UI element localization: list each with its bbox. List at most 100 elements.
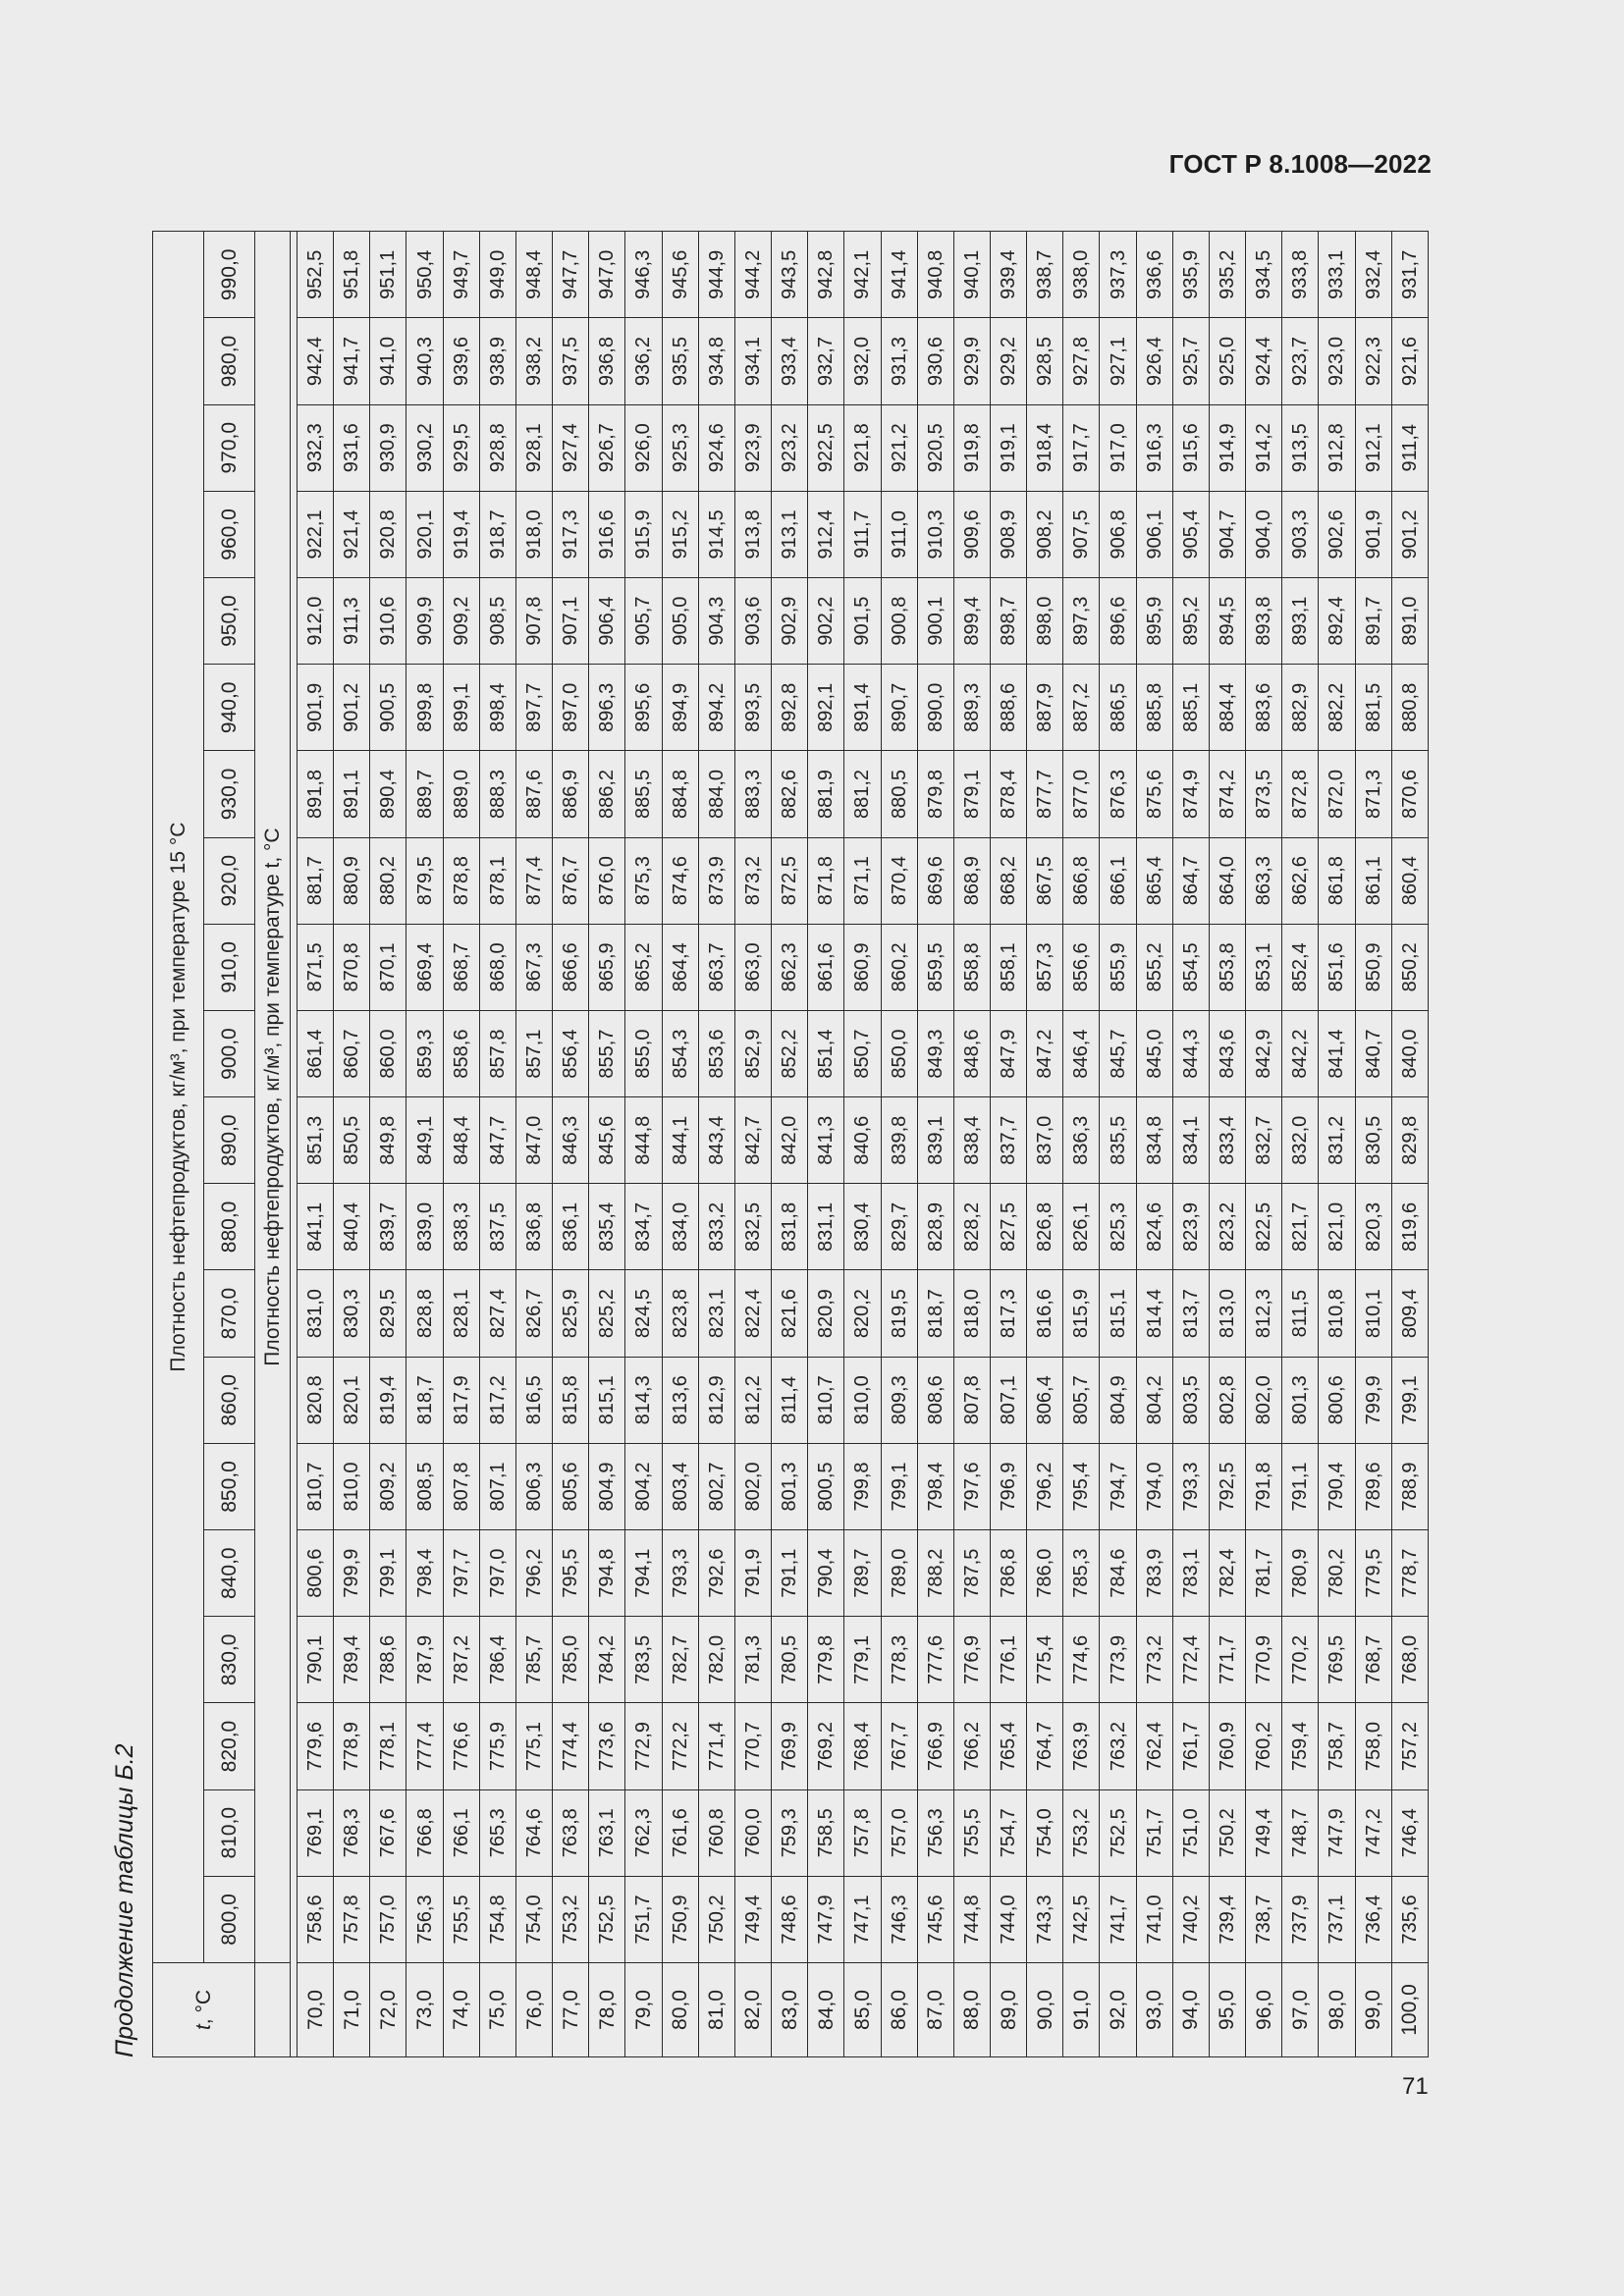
density-cell: 779,5 [1355,1529,1392,1617]
density-cell: 756,3 [917,1789,954,1877]
density-cell: 934,1 [734,317,772,405]
density-cell: 791,1 [771,1529,808,1617]
density-cell: 913,8 [734,491,772,578]
density-cell: 767,7 [881,1702,918,1790]
density-cell: 741,7 [1099,1876,1137,1963]
density-cell: 931,6 [333,404,370,492]
table-row: 70,0 758,6 769,1 779,6 790,1 800,6 810,7 820,8 8… [297,231,334,2057]
density-cell: 770,7 [734,1702,772,1790]
density-cell: 876,3 [1099,750,1137,838]
density-cell: 833,4 [1209,1096,1246,1184]
density-cell: 778,3 [881,1616,918,1703]
density-cell: 930,6 [917,317,954,405]
density-cell: 760,9 [1209,1702,1246,1790]
density-cell: 912,0 [297,577,334,665]
density-cell: 775,1 [515,1702,553,1790]
density-cell: 823,1 [698,1270,735,1358]
density-cell: 904,3 [698,577,735,665]
density-cell: 744,8 [953,1876,991,1963]
density-cell: 836,1 [552,1183,589,1270]
density-cell: 918,0 [515,491,553,578]
density-cell: 917,7 [1062,404,1100,492]
row-temperature: 100,0 [1391,1962,1429,2057]
density-cell: 921,6 [1391,317,1429,405]
row-temperature: 98,0 [1318,1962,1356,2057]
density-cell: 788,2 [917,1529,954,1617]
density-cell: 819,5 [881,1270,918,1358]
density-cell: 768,0 [1391,1616,1429,1703]
density-cell: 851,3 [297,1096,334,1184]
density-cell: 785,3 [1062,1529,1100,1617]
density-cell: 923,7 [1281,317,1319,405]
density-cell: 800,6 [1318,1357,1356,1444]
row-temperature: 79,0 [624,1962,663,2057]
density-cell: 758,6 [297,1876,334,1963]
density-cell: 843,6 [1209,1010,1246,1097]
density-cell: 818,7 [917,1270,954,1358]
density-cell: 891,7 [1355,577,1392,665]
row-temperature: 88,0 [953,1962,991,2057]
density-cell: 906,4 [588,577,625,665]
density-cell: 747,9 [1318,1789,1356,1877]
density-cell: 851,4 [807,1010,844,1097]
density-cell: 850,2 [1391,924,1429,1011]
density-cell: 775,4 [1026,1616,1063,1703]
density-cell: 772,4 [1172,1616,1210,1703]
density-cell: 751,0 [1172,1789,1210,1877]
density-cell: 891,1 [333,750,370,838]
density-cell: 804,9 [588,1443,625,1530]
density-cell: 742,5 [1062,1876,1100,1963]
column-header: 930,0 [203,750,255,838]
density-cell: 780,9 [1281,1529,1319,1617]
density-cell: 768,4 [843,1702,881,1790]
density-cell: 784,6 [1099,1529,1137,1617]
density-cell: 876,0 [588,837,625,925]
density-cell: 948,4 [515,231,553,318]
density-cell: 943,5 [771,231,808,318]
density-cell: 794,0 [1136,1443,1173,1530]
density-cell: 881,7 [297,837,334,925]
density-cell: 911,4 [1391,404,1429,492]
density-cell: 776,1 [990,1616,1027,1703]
density-cell: 822,5 [1245,1183,1282,1270]
density-cell: 744,0 [990,1876,1027,1963]
density-cell: 796,9 [990,1443,1027,1530]
density-cell: 837,5 [479,1183,516,1270]
density-cell: 924,4 [1245,317,1282,405]
density-cell: 890,7 [881,664,918,751]
column-header: 890,0 [203,1096,255,1184]
density-cell: 763,1 [588,1789,625,1877]
density-cell: 826,1 [1062,1183,1100,1270]
density-cell: 753,2 [1062,1789,1100,1877]
density-cell: 800,5 [807,1443,844,1530]
row-temperature: 87,0 [917,1962,954,2057]
table-row: 86,0 746,3 757,0 767,7 778,3 789,0 799,1 809,3 8… [881,231,918,2057]
density-cell: 863,7 [698,924,735,1011]
density-cell: 844,8 [624,1096,663,1184]
density-cell: 739,4 [1209,1876,1246,1963]
density-cell: 902,9 [771,577,808,665]
density-cell: 908,5 [479,577,516,665]
density-cell: 827,5 [990,1183,1027,1270]
density-cell: 847,9 [990,1010,1027,1097]
table-row: 89,0 744,0 754,7 765,4 776,1 786,8 796,9 807,1 8… [990,231,1027,2057]
density-cell: 740,2 [1172,1876,1210,1963]
table-row: 99,0 736,4 747,2 758,0 768,7 779,5 789,6 799,9 8… [1355,231,1392,2057]
density-cell: 867,3 [515,924,553,1011]
density-cell: 797,0 [479,1529,516,1617]
density-cell: 901,9 [297,664,334,751]
density-cell: 916,6 [588,491,625,578]
density-cell: 932,3 [297,404,334,492]
density-cell: 816,5 [515,1357,553,1444]
density-cell: 947,0 [588,231,625,318]
density-cell: 872,0 [1318,750,1356,838]
density-cell: 933,1 [1318,231,1356,318]
density-cell: 814,3 [624,1357,663,1444]
density-cell: 895,6 [624,664,663,751]
density-cell: 749,4 [734,1876,772,1963]
density-cell: 940,3 [406,317,444,405]
density-cell: 737,1 [1318,1876,1356,1963]
density-cell: 906,1 [1136,491,1173,578]
table-row: 80,0 750,9 761,6 772,2 782,7 793,3 803,4 813,6 8… [662,231,699,2057]
table-row: 84,0 747,9 758,5 769,2 779,8 790,4 800,5 810,7 8… [807,231,844,2057]
